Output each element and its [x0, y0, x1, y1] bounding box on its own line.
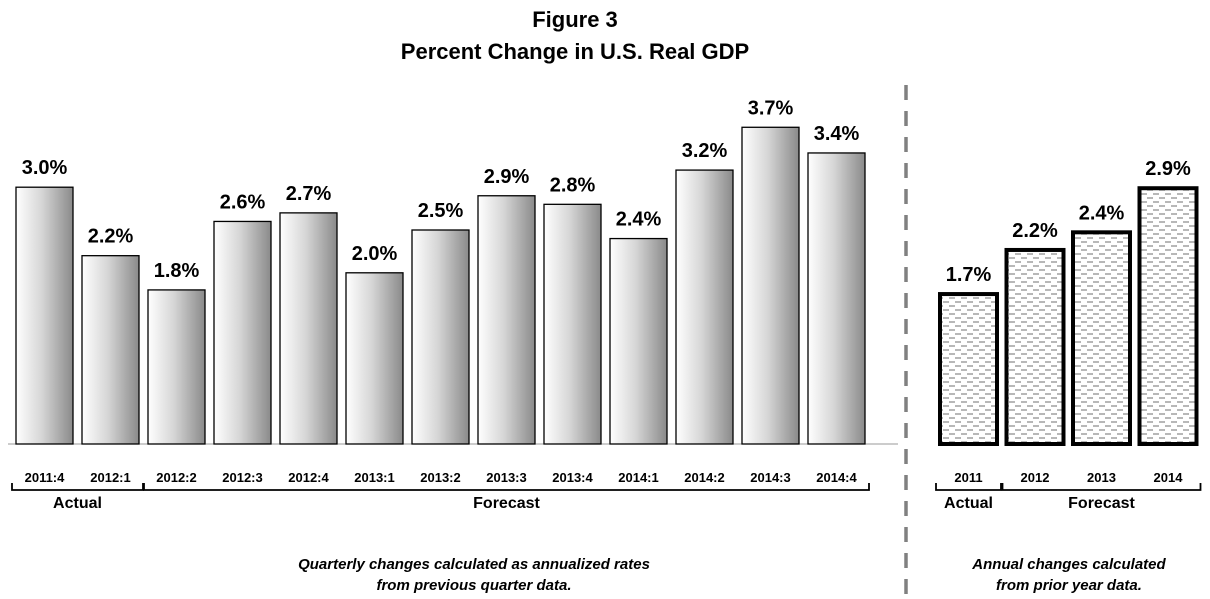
- quarterly-tick-label-2012-1: 2012:1: [90, 470, 130, 485]
- quarterly-bar-2013-1: [345, 272, 404, 445]
- annual-note-line-1: Annual changes calculated: [971, 556, 1166, 573]
- quarterly-value-label-2012-2: 1.8%: [154, 260, 200, 282]
- quarterly-note-line-2: from previous quarter data.: [376, 577, 571, 594]
- quarterly-tick-label-2013-4: 2013:4: [552, 470, 593, 485]
- quarterly-bar-2014-1: [609, 237, 668, 445]
- annual-value-label-2011: 1.7%: [946, 264, 992, 286]
- quarterly-group-label-actual: Actual: [53, 495, 102, 512]
- annual-group-label-forecast: Forecast: [1068, 495, 1135, 512]
- quarterly-value-label-2012-1: 2.2%: [88, 226, 134, 248]
- quarterly-tick-label-2014-2: 2014:2: [684, 470, 724, 485]
- quarterly-bar-2012-4: [279, 212, 338, 445]
- annual-panel: 1.7% 2011 2.2% 2012 2.4% 2013 2.9% 2014 Actual Fo…: [935, 158, 1202, 594]
- quarterly-note-line-1: Quarterly changes calculated as annualiz…: [298, 556, 650, 573]
- annual-tick-label-2012: 2012: [1021, 470, 1050, 485]
- annual-note-line-2: from prior year data.: [996, 577, 1142, 594]
- quarterly-value-label-2012-4: 2.7%: [286, 183, 332, 205]
- quarterly-tick-label-2014-1: 2014:1: [618, 470, 658, 485]
- chart-title: Figure 3: [532, 7, 618, 32]
- annual-bar-2011: [938, 292, 999, 446]
- quarterly-tick-label-2011-4: 2011:4: [25, 470, 66, 485]
- quarterly-value-label-2013-3: 2.9%: [484, 166, 530, 188]
- quarterly-bracket-forecast: [143, 483, 870, 491]
- quarterly-value-label-2013-4: 2.8%: [550, 174, 596, 196]
- quarterly-bar-2013-2: [411, 229, 470, 445]
- quarterly-bar-2014-3: [741, 126, 800, 445]
- quarterly-tick-label-2014-4: 2014:4: [816, 470, 857, 485]
- quarterly-bar-2013-3: [477, 195, 536, 445]
- annual-bar-2012: [1004, 247, 1066, 446]
- quarterly-value-label-2013-1: 2.0%: [352, 243, 398, 265]
- quarterly-bar-2012-3: [213, 220, 272, 445]
- quarterly-group-label-forecast: Forecast: [473, 495, 540, 512]
- annual-value-label-2012: 2.2%: [1012, 220, 1058, 242]
- annual-tick-label-2014: 2014: [1154, 470, 1184, 485]
- quarterly-tick-label-2012-2: 2012:2: [156, 470, 196, 485]
- annual-value-label-2013: 2.4%: [1079, 202, 1125, 224]
- annual-value-label-2014: 2.9%: [1145, 158, 1191, 180]
- quarterly-bar-2013-4: [543, 203, 602, 445]
- quarterly-bar-2014-2: [675, 169, 734, 445]
- quarterly-bracket-actual: [11, 483, 144, 491]
- quarterly-bar-2012-2: [147, 289, 206, 445]
- quarterly-tick-label-2013-2: 2013:2: [420, 470, 460, 485]
- chart-subtitle: Percent Change in U.S. Real GDP: [401, 39, 749, 64]
- annual-tick-label-2013: 2013: [1087, 470, 1116, 485]
- annual-bar-2014: [1137, 186, 1199, 446]
- quarterly-tick-label-2013-3: 2013:3: [486, 470, 526, 485]
- annual-group-label-actual: Actual: [944, 495, 993, 512]
- quarterly-value-label-2013-2: 2.5%: [418, 200, 464, 222]
- annual-bar-2013: [1071, 230, 1132, 446]
- quarterly-bar-2014-4: [807, 152, 866, 445]
- quarterly-value-label-2014-1: 2.4%: [616, 209, 662, 231]
- quarterly-bar-2012-1: [81, 255, 140, 445]
- quarterly-value-label-2014-2: 3.2%: [682, 140, 728, 162]
- quarterly-value-label-2014-3: 3.7%: [748, 97, 794, 119]
- annual-tick-label-2011: 2011: [954, 470, 982, 485]
- quarterly-tick-label-2013-1: 2013:1: [354, 470, 394, 485]
- quarterly-bar-2011-4: [15, 186, 74, 445]
- quarterly-panel: 3.0% 2011:4 2.2% 2012:1 1.8% 2012:2 2.6% 2012:3…: [8, 97, 898, 594]
- quarterly-value-label-2014-4: 3.4%: [814, 123, 860, 145]
- quarterly-value-label-2011-4: 3.0%: [22, 157, 68, 179]
- quarterly-value-label-2012-3: 2.6%: [220, 191, 266, 213]
- quarterly-tick-label-2012-4: 2012:4: [288, 470, 329, 485]
- quarterly-tick-label-2012-3: 2012:3: [222, 470, 262, 485]
- annual-bracket-forecast: [1001, 483, 1202, 491]
- quarterly-tick-label-2014-3: 2014:3: [750, 470, 790, 485]
- annual-bracket-actual: [935, 483, 1002, 491]
